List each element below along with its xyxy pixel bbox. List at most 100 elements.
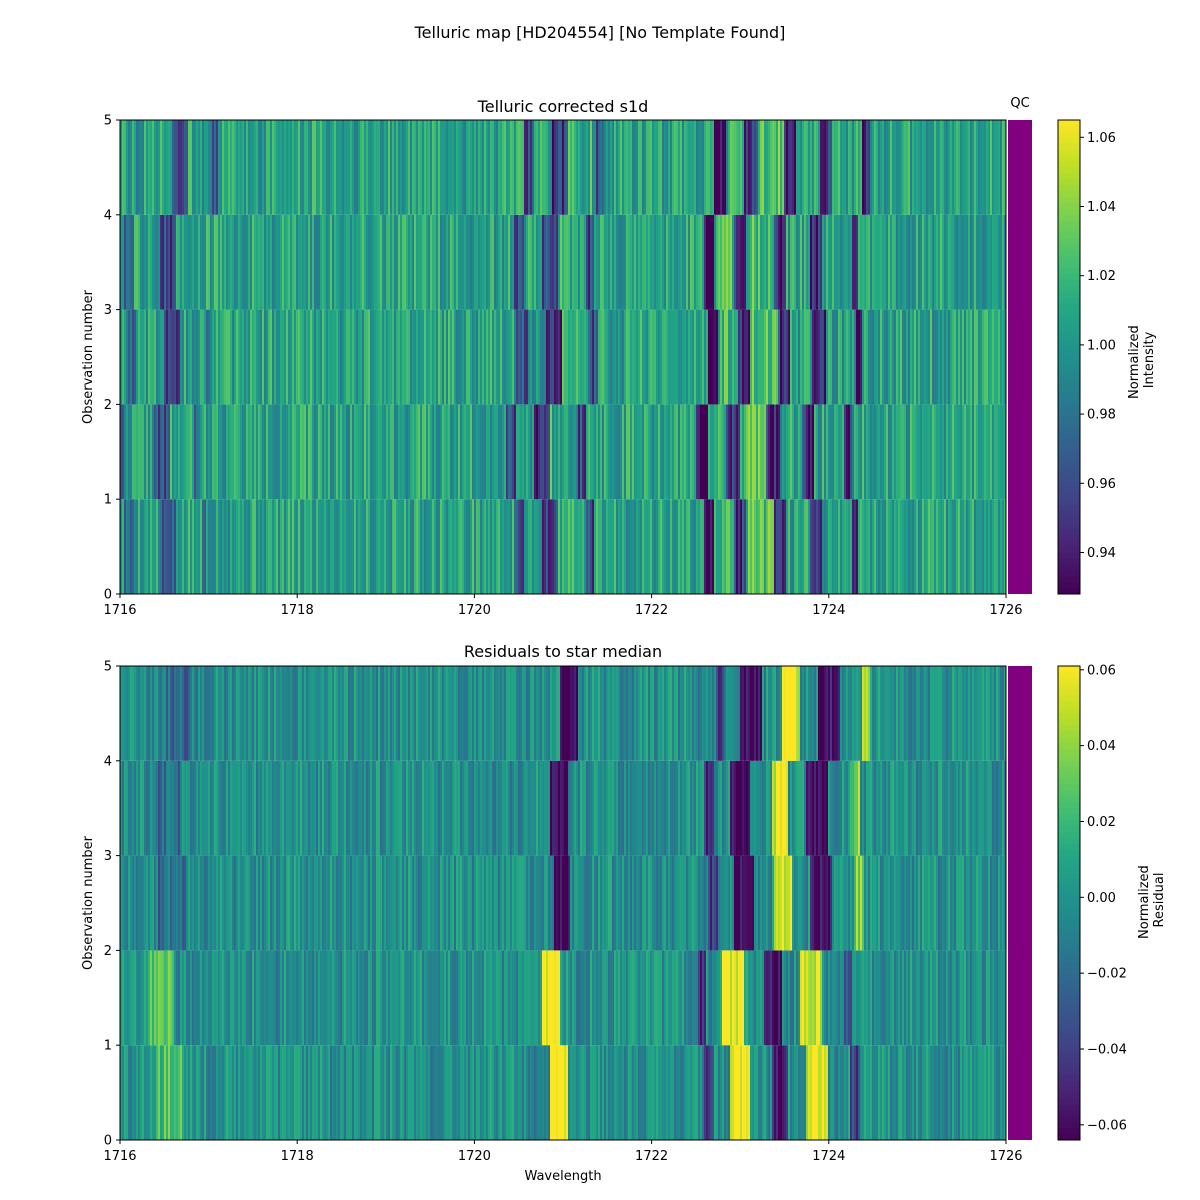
heatmap-cell — [470, 1045, 473, 1140]
heatmap-cell — [738, 214, 741, 310]
heatmap-cell — [872, 950, 875, 1046]
heatmap-cell — [250, 309, 253, 405]
heatmap-cell — [876, 666, 879, 761]
heatmap-cell — [162, 404, 165, 500]
heatmap-cell — [792, 404, 795, 500]
heatmap-cell — [682, 1045, 685, 1140]
heatmap-cell — [122, 760, 125, 856]
heatmap-cell — [384, 1045, 387, 1140]
heatmap-cell — [892, 214, 895, 310]
heatmap-cell — [188, 666, 191, 761]
heatmap-cell — [422, 404, 425, 500]
heatmap-cell — [924, 404, 927, 500]
heatmap-cell — [866, 214, 869, 310]
heatmap-cell — [972, 760, 975, 856]
heatmap-cell — [594, 120, 597, 215]
heatmap-cell — [940, 855, 943, 951]
heatmap-cell — [206, 666, 209, 761]
heatmap-cell — [384, 214, 387, 310]
heatmap-cell — [172, 404, 175, 500]
heatmap-cell — [222, 666, 225, 761]
heatmap-cell — [580, 309, 583, 405]
heatmap-cell — [812, 760, 815, 856]
heatmap-cell — [962, 499, 965, 594]
heatmap-cell — [284, 499, 287, 594]
heatmap-cell — [646, 666, 649, 761]
heatmap-cell — [906, 950, 909, 1046]
heatmap-cell — [182, 404, 185, 500]
heatmap-cell — [232, 499, 235, 594]
heatmap-cell — [770, 214, 773, 310]
heatmap-cell — [140, 950, 143, 1046]
heatmap-cell — [478, 309, 481, 405]
heatmap-cell — [262, 404, 265, 500]
heatmap-cell — [426, 855, 429, 951]
heatmap-cell — [258, 404, 261, 500]
heatmap-cell — [790, 404, 793, 500]
colorbar-segment — [1058, 499, 1080, 506]
colorbar-tick-label: 0.02 — [1087, 815, 1116, 830]
heatmap-cell — [546, 309, 549, 405]
heatmap-cell — [260, 120, 263, 215]
heatmap-cell — [914, 309, 917, 405]
heatmap-cell — [308, 120, 311, 215]
heatmap-cell — [468, 404, 471, 500]
heatmap-cell — [178, 214, 181, 310]
heatmap-cell — [234, 120, 237, 215]
heatmap-cell — [450, 760, 453, 856]
heatmap-cell — [316, 499, 319, 594]
heatmap-cell — [630, 855, 633, 951]
heatmap-cell — [574, 214, 577, 310]
heatmap-cell — [166, 855, 169, 951]
heatmap-cell — [376, 499, 379, 594]
heatmap-cell — [768, 214, 771, 310]
heatmap-cell — [520, 855, 523, 951]
heatmap-cell — [210, 404, 213, 500]
heatmap-cell — [238, 309, 241, 405]
heatmap-cell — [862, 309, 865, 405]
heatmap-cell — [594, 1045, 597, 1140]
heatmap-cell — [984, 760, 987, 856]
heatmap-cell — [932, 120, 935, 215]
heatmap-cell — [546, 404, 549, 500]
heatmap-cell — [346, 309, 349, 405]
heatmap-cell — [144, 666, 147, 761]
heatmap-cell — [780, 120, 783, 215]
heatmap-cell — [132, 309, 135, 405]
heatmap-cell — [722, 214, 725, 310]
heatmap-cell — [628, 950, 631, 1046]
heatmap-cell — [708, 120, 711, 215]
heatmap-cell — [920, 855, 923, 951]
heatmap-cell — [822, 855, 825, 951]
heatmap-cell — [398, 214, 401, 310]
colorbar-segment — [1058, 386, 1080, 394]
heatmap-cell — [550, 760, 553, 856]
heatmap-cell — [412, 666, 415, 761]
heatmap-cell — [328, 120, 331, 215]
heatmap-cell — [896, 760, 899, 856]
heatmap-cell — [706, 666, 709, 761]
heatmap-cell — [138, 499, 141, 594]
heatmap-cell — [500, 1045, 503, 1140]
heatmap-cell — [1000, 499, 1003, 594]
heatmap-cell — [886, 499, 889, 594]
heatmap-cell — [626, 309, 629, 405]
heatmap-cell — [362, 1045, 365, 1140]
heatmap-cell — [556, 404, 559, 500]
heatmap-cell — [558, 666, 561, 761]
heatmap-cell — [656, 1045, 659, 1140]
heatmap-cell — [150, 950, 153, 1046]
heatmap-cell — [692, 214, 695, 310]
colorbar-intensity: 0.940.960.981.001.021.041.06 — [1057, 119, 1116, 595]
heatmap-row-obs-2 — [120, 309, 1007, 405]
heatmap-cell — [272, 760, 275, 856]
heatmap-cell — [812, 855, 815, 951]
heatmap-cell — [678, 760, 681, 856]
heatmap-cell — [360, 950, 363, 1046]
heatmap-cell — [706, 120, 709, 215]
heatmap-cell — [708, 499, 711, 594]
heatmap-cell — [832, 950, 835, 1046]
heatmap-cell — [594, 666, 597, 761]
heatmap-cell — [470, 120, 473, 215]
heatmap-cell — [752, 120, 755, 215]
